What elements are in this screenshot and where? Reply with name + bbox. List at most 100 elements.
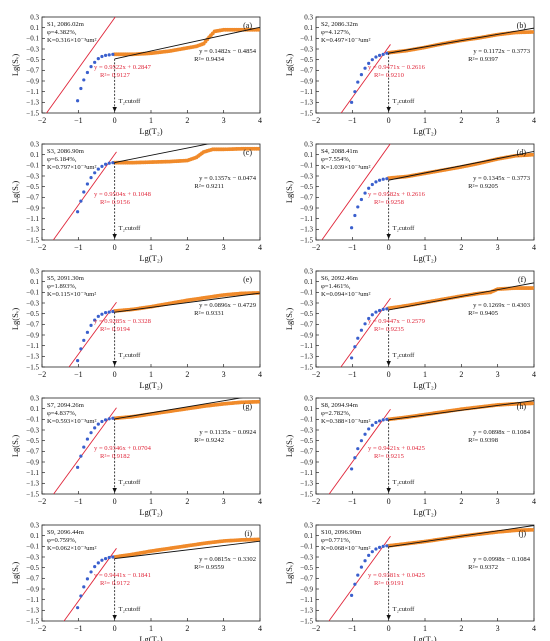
y-tick-label: −1.5 <box>300 109 313 117</box>
y-axis-label: Lg(Sᵥ) <box>284 435 294 457</box>
small-pore-point <box>356 336 360 340</box>
y-tick-label: −1.3 <box>300 99 313 107</box>
y-tick-label: −1.1 <box>300 469 313 477</box>
small-pore-r2: R²= 0.9127 <box>100 72 131 79</box>
small-pore-fit-line <box>53 407 117 494</box>
y-tick-label: 0.3 <box>30 394 39 402</box>
x-tick-label: 4 <box>258 624 262 633</box>
y-tick-label: −0.3 <box>26 299 39 307</box>
y-tick-label: 0.3 <box>30 521 39 529</box>
cutoff-arrow <box>386 361 391 366</box>
sample-label: S9, 2096.44m <box>47 529 85 536</box>
x-axis-label: Lg(T₂) <box>413 634 436 641</box>
y-tick-label: −1.5 <box>26 490 39 498</box>
large-pore-r2: R²= 0.9242 <box>194 437 224 444</box>
small-pore-point <box>381 52 385 56</box>
large-pore-r2: R²= 0.9559 <box>194 564 225 571</box>
y-tick-label: −1.5 <box>300 490 313 498</box>
small-pore-point <box>79 199 83 203</box>
x-tick-label: 1 <box>423 624 427 633</box>
y-tick-label: 0.1 <box>30 151 39 159</box>
small-pore-point <box>370 423 374 427</box>
plot-content <box>53 398 260 494</box>
y-tick-label: −1.1 <box>26 215 39 223</box>
small-pore-r2: R²= 0.9191 <box>374 580 404 587</box>
x-tick-label: −1 <box>348 116 357 125</box>
y-tick-label: −0.3 <box>300 299 313 307</box>
small-pore-point <box>385 307 389 311</box>
y-tick-label: −1.5 <box>300 617 313 625</box>
cutoff-arrow <box>386 488 391 493</box>
y-axis-label: Lg(Sᵥ) <box>10 54 20 76</box>
x-tick-label: 0 <box>387 624 391 633</box>
large-pore-equation: y = 0.0815x − 0.3302 <box>199 556 256 563</box>
small-pore-point <box>356 80 360 84</box>
small-pore-point <box>85 70 90 75</box>
small-pore-point <box>385 177 389 181</box>
small-pore-point <box>363 559 367 563</box>
x-tick-label: 3 <box>222 624 226 633</box>
y-tick-label: −1.5 <box>26 236 39 244</box>
y-tick-label: −0.9 <box>26 77 39 85</box>
small-pore-point <box>377 308 382 313</box>
small-pore-point <box>76 359 80 363</box>
large-pore-fit-line <box>388 27 534 54</box>
large-pore-equation: y = 0.1357x − 0.0474 <box>199 175 257 182</box>
y-tick-label: −0.1 <box>26 543 39 551</box>
y-tick-label: 0.1 <box>30 532 39 540</box>
x-tick-label: 2 <box>185 624 189 633</box>
small-pore-point <box>353 90 357 94</box>
y-tick-label: 0.1 <box>30 278 39 286</box>
y-tick-label: −1.1 <box>26 469 39 477</box>
small-pore-point <box>367 316 371 321</box>
cutoff-label: T₂cutoff <box>119 479 141 486</box>
panel-5: 0.3 0.1 −0.1 −0.3 −0.5 −0.7 −0.9 −1.1 −1.3 −1.5−2… <box>10 267 262 390</box>
x-tick-label: 4 <box>532 624 536 633</box>
y-tick-label: −1.3 <box>300 353 313 361</box>
x-tick-label: −1 <box>74 116 83 125</box>
small-pore-r2: R²= 0.9258 <box>374 199 405 206</box>
panel-tag: (c) <box>243 148 252 157</box>
small-pore-point <box>100 54 104 59</box>
small-pore-point <box>353 582 357 586</box>
small-pore-point <box>111 555 115 559</box>
permeability-label: K=0.497×10⁻³um² <box>321 37 371 44</box>
x-tick-label: 0 <box>387 370 391 379</box>
y-tick-label: −0.3 <box>26 426 39 434</box>
porosity-label: φ=2.782%, <box>321 410 351 417</box>
y-axis-label: Lg(Sᵥ) <box>284 562 294 584</box>
x-tick-label: 0 <box>387 243 391 252</box>
small-pore-point <box>374 55 378 59</box>
small-pore-point <box>359 565 364 569</box>
y-axis-label: Lg(Sᵥ) <box>10 435 20 457</box>
x-tick-label: −1 <box>348 624 357 633</box>
small-pore-point <box>107 417 111 421</box>
x-tick-label: 4 <box>532 243 536 252</box>
large-pore-r2: R²= 0.9211 <box>194 183 224 190</box>
y-tick-label: −1.1 <box>300 88 313 96</box>
small-pore-equation: y = 0.9346x + 0.0704 <box>94 445 152 452</box>
y-tick-label: −0.1 <box>26 162 39 170</box>
panel-7: 0.3 0.1 −0.1 −0.3 −0.5 −0.7 −0.9 −1.1 −1.3 −1.5−2… <box>10 394 262 517</box>
large-pore-equation: y = 0.1269x − 0.4303 <box>473 302 531 309</box>
x-tick-label: 3 <box>496 243 500 252</box>
y-tick-label: −0.5 <box>300 564 313 572</box>
small-pore-point <box>363 66 367 70</box>
panel-6: 0.3 0.1 −0.1 −0.3 −0.5 −0.7 −0.9 −1.1 −1.3 −1.5−2… <box>284 267 536 390</box>
y-tick-label: −1.3 <box>300 226 313 234</box>
porosity-label: φ=0.759%, <box>47 537 77 544</box>
small-pore-point <box>367 186 371 190</box>
y-tick-label: −0.7 <box>26 321 39 329</box>
large-pore-point <box>256 399 260 404</box>
small-pore-r2: R²= 0.9235 <box>374 326 405 333</box>
small-pore-point <box>111 161 115 165</box>
small-pore-point <box>103 557 108 561</box>
y-tick-label: −1.3 <box>26 353 39 361</box>
y-tick-label: 0.3 <box>30 267 39 275</box>
panel-8: 0.3 0.1 −0.1 −0.3 −0.5 −0.7 −0.9 −1.1 −1.3 −1.5−2… <box>284 394 536 517</box>
small-pore-point <box>96 57 100 61</box>
x-tick-label: 3 <box>222 243 226 252</box>
y-tick-label: −1.1 <box>300 342 313 350</box>
y-tick-label: 0.1 <box>304 278 313 286</box>
large-pore-fit-line <box>114 26 260 60</box>
